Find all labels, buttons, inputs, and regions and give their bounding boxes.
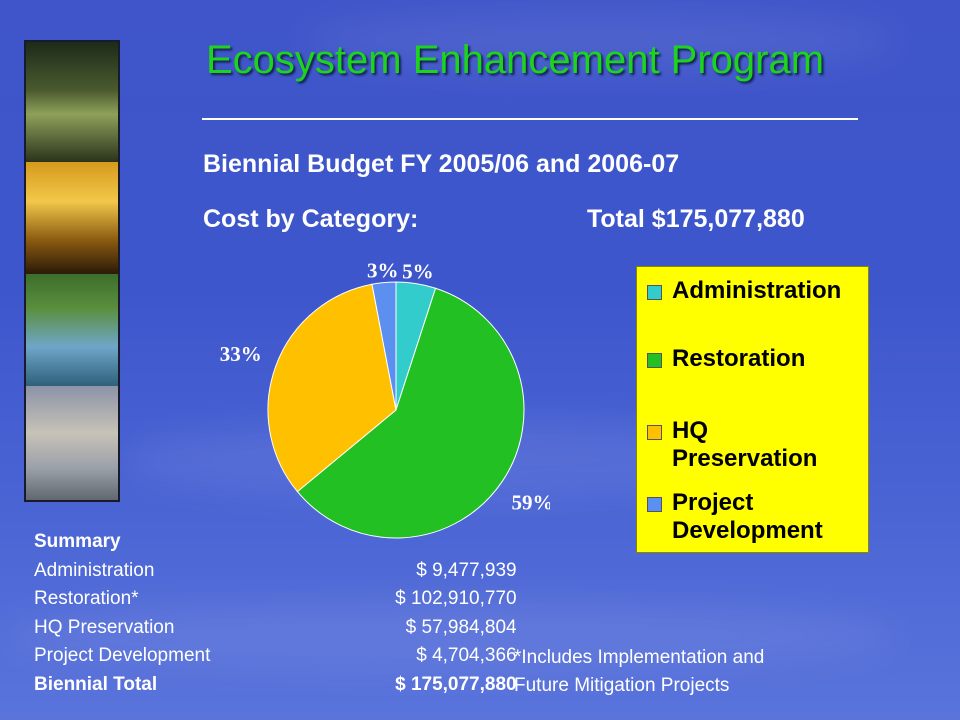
- currency-symbol: $: [395, 673, 406, 695]
- footnote: *Includes Implementation and Future Miti…: [514, 644, 764, 700]
- label-administration: 5%: [402, 260, 434, 284]
- summary-amount: $ 175,077,880: [395, 671, 517, 700]
- page-title: Ecosystem Enhancement Program: [206, 38, 825, 82]
- slice-restoration: [296, 287, 525, 539]
- slice-hq-preservation: [267, 283, 397, 493]
- summary-row: Restoration* $ 102,910,770: [34, 585, 517, 614]
- summary-amount: $ 102,910,770: [395, 585, 517, 614]
- stream-photo: [26, 274, 118, 386]
- budget-pie-chart: 5% 59% 33% 3%: [220, 259, 551, 539]
- legend-label: HQ Preservation: [672, 417, 818, 472]
- summary-amount: $ 9,477,939: [416, 557, 516, 586]
- total-budget-label: Total $175,077,880: [587, 205, 805, 233]
- legend-item-hq-preservation: HQ Preservation: [647, 417, 847, 473]
- summary-row: Administration $ 9,477,939: [34, 557, 517, 586]
- label-restoration: 59%: [512, 491, 551, 515]
- summary-category: HQ Preservation: [34, 616, 175, 638]
- footnote-line: Future Mitigation Projects: [514, 675, 730, 696]
- amount-value: 9,477,939: [432, 559, 517, 581]
- summary-row: HQ Preservation $ 57,984,804: [34, 614, 517, 643]
- legend-swatch: [647, 497, 662, 512]
- currency-symbol: $: [395, 588, 406, 609]
- footnote-line: *Includes Implementation and: [514, 647, 765, 668]
- slice-project-development: [371, 281, 397, 411]
- label-hq-preservation: 33%: [220, 342, 262, 366]
- legend-label: Administration: [672, 277, 842, 304]
- legend-swatch: [647, 353, 662, 368]
- amount-value: 102,910,770: [410, 588, 517, 609]
- budget-summary: Summary Administration $ 9,477,939 Resto…: [34, 528, 517, 700]
- sunset-lake-photo: [26, 162, 118, 274]
- page-subtitle: Biennial Budget FY 2005/06 and 2006-07: [203, 150, 680, 178]
- title-divider: [202, 118, 858, 120]
- cost-by-category-label: Cost by Category:: [203, 205, 419, 233]
- background-streak: [300, 10, 900, 70]
- forest-photo: [26, 42, 118, 162]
- summary-amount: $ 4,704,366: [416, 642, 516, 671]
- summary-category: Project Development: [34, 645, 211, 666]
- label-project-development: 3%: [367, 259, 399, 283]
- beach-photo: [26, 386, 118, 500]
- currency-symbol: $: [416, 645, 427, 666]
- amount-value: 4,704,366: [432, 645, 517, 666]
- currency-symbol: $: [416, 559, 427, 581]
- legend-label: Restoration: [672, 345, 806, 372]
- legend-label: Project Development: [672, 489, 823, 544]
- nature-photo-strip: [24, 40, 120, 502]
- legend-item-administration: Administration: [647, 277, 841, 305]
- legend-item-restoration: Restoration: [647, 345, 805, 373]
- legend-swatch: [647, 285, 662, 300]
- summary-row: Project Development $ 4,704,366: [34, 642, 517, 671]
- summary-heading: Summary: [34, 531, 121, 552]
- background-streak: [0, 600, 900, 670]
- legend-item-project-development: Project Development: [647, 489, 867, 545]
- summary-amount: $ 57,984,804: [406, 614, 517, 643]
- legend-swatch: [647, 425, 662, 440]
- currency-symbol: $: [405, 616, 417, 638]
- summary-category: Administration: [34, 559, 155, 581]
- amount-value: 175,077,880: [410, 673, 517, 695]
- summary-category: Restoration*: [34, 588, 139, 609]
- amount-value: 57,984,804: [421, 616, 517, 638]
- summary-total-row: Biennial Total $ 175,077,880: [34, 671, 517, 700]
- chart-legend: Administration Restoration HQ Preservati…: [636, 266, 869, 553]
- summary-category: Biennial Total: [34, 673, 158, 695]
